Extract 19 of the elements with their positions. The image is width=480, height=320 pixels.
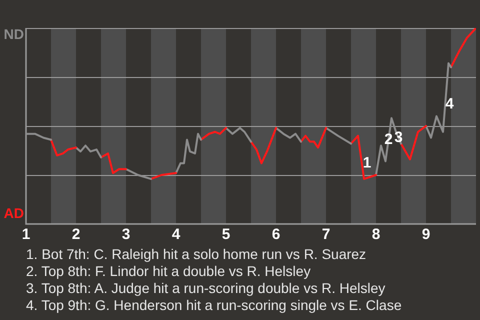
x-tick-label: 5: [222, 226, 230, 244]
x-tick-label: 7: [322, 226, 330, 244]
text: 1. Bot 7th: C. Raleigh hit a solo home run vs R. Suarez: [26, 246, 368, 263]
annotation: 3: [394, 128, 403, 146]
annotation: 4: [445, 96, 454, 113]
x-tick-label: 4: [172, 226, 181, 244]
text: 4. Top 9th: G. Henderson hit a run-scoring single vs E. Clase: [26, 297, 403, 314]
text: 3. Top 8th: A. Judge hit a run-scoring double vs R. Helsley: [26, 280, 386, 297]
text: AD: [4, 204, 24, 221]
x-tick-label: 1: [22, 226, 30, 244]
x-tick-label: 9: [422, 226, 430, 244]
annotation: 1: [362, 154, 372, 172]
x-tick-label: 8: [372, 226, 380, 244]
x-tick-label: 3: [122, 226, 130, 244]
x-tick-label: 2: [72, 226, 80, 244]
text: ND: [4, 26, 24, 42]
annotation: 2: [384, 130, 393, 148]
x-tick-label: 6: [272, 226, 280, 244]
text: 2. Top 8th: F. Lindor hit a double vs R. Helsley: [26, 263, 312, 280]
